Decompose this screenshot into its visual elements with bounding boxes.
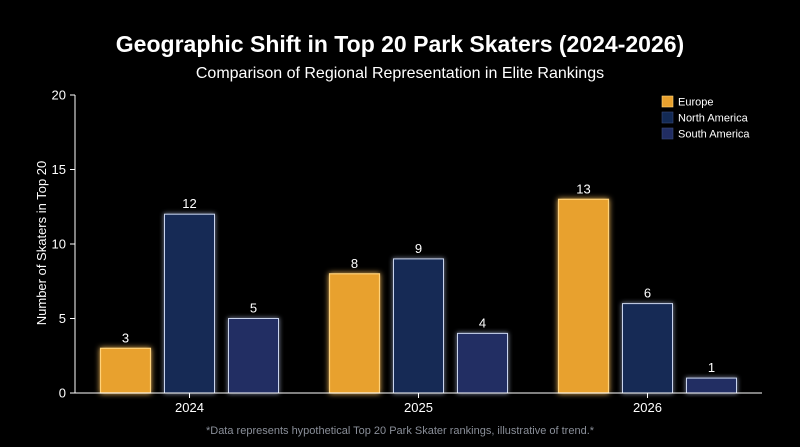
y-ticks: 0 5 10 15 20 [52, 88, 75, 401]
data-label: 13 [576, 181, 590, 196]
footnote: *Data represents hypothetical Top 20 Par… [206, 425, 595, 437]
y-tick-label: 20 [52, 88, 66, 103]
y-tick-label: 15 [52, 162, 66, 177]
data-label: 8 [351, 256, 358, 271]
data-label: 3 [122, 330, 129, 345]
legend-swatch-south-america [661, 127, 674, 140]
bar-south-america-2026 [686, 377, 737, 394]
bars: 3 12 5 8 9 4 13 6 1 [99, 181, 737, 394]
legend-swatch-europe [661, 95, 674, 108]
bar-south-america-2025 [457, 332, 508, 394]
x-tick-label: 2026 [633, 400, 662, 415]
bar-north-america-2024 [164, 213, 215, 394]
bar-europe-2025 [328, 273, 381, 394]
data-label: 12 [182, 196, 196, 211]
legend: Europe North America South America [661, 95, 750, 141]
bar-europe-2026 [557, 198, 610, 394]
bar-europe-2024 [99, 347, 152, 394]
chart-title: Geographic Shift in Top 20 Park Skaters … [116, 31, 684, 57]
data-label: 4 [479, 315, 486, 330]
data-label: 9 [415, 241, 422, 256]
legend-label: Europe [678, 97, 713, 109]
x-ticks: 2024 2025 2026 [175, 393, 662, 415]
bar-north-america-2026 [622, 303, 673, 394]
data-label: 6 [644, 286, 651, 301]
y-tick-label: 0 [59, 386, 66, 401]
chart-subtitle: Comparison of Regional Representation in… [196, 65, 604, 82]
bar-north-america-2025 [393, 258, 444, 394]
x-tick-label: 2025 [404, 400, 433, 415]
y-tick-label: 10 [52, 237, 66, 252]
y-tick-label: 5 [59, 311, 66, 326]
y-axis-label: Number of Skaters in Top 20 [34, 161, 49, 326]
bar-south-america-2024 [228, 318, 279, 394]
legend-label: South America [678, 129, 750, 141]
data-label: 1 [708, 360, 715, 375]
legend-swatch-north-america [661, 111, 674, 124]
x-tick-label: 2024 [175, 400, 204, 415]
legend-label: North America [678, 113, 749, 125]
data-label: 5 [250, 301, 257, 316]
